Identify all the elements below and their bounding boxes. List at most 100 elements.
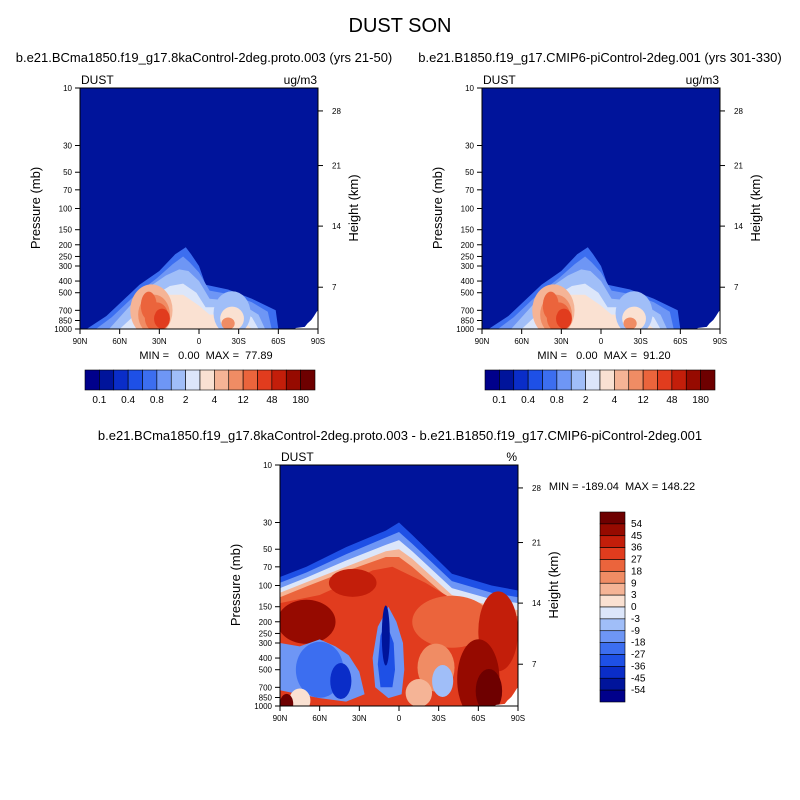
colorbar-cell: [599, 523, 626, 537]
y2-tick-label: 14: [734, 222, 743, 231]
colorbar-label: 45: [631, 531, 643, 542]
x-tick-label: 90N: [475, 337, 490, 346]
colorbar-cell: [599, 594, 626, 608]
x-tick-label: 30S: [432, 714, 446, 723]
panel-control-8ka: b.e21.BCma1850.f19_g17.8kaControl-2deg.p…: [16, 50, 393, 406]
y-tick-label: 10: [263, 461, 272, 470]
nh-positive-core: [280, 599, 336, 644]
colorbar-label: 9: [631, 578, 637, 589]
sh-lower-core: [475, 668, 503, 706]
y-tick-label: 50: [465, 168, 474, 177]
y2-tick-label: 28: [332, 107, 341, 116]
colorbar-cell: [700, 369, 716, 391]
colorbar-label: -18: [631, 638, 646, 649]
x-tick-label: 90N: [273, 714, 288, 723]
y2-tick-label: 21: [532, 539, 541, 548]
near-zero: [289, 688, 311, 706]
colorbar-label: -36: [631, 661, 646, 672]
colorbar-label: 3: [631, 590, 637, 601]
x-tick-label: 30N: [152, 337, 167, 346]
x-tick-label: 0: [197, 337, 202, 346]
colorbar-label: 0.8: [550, 395, 564, 406]
panel-c-ylabel: Pressure (mb): [228, 544, 243, 626]
y-tick-label: 1000: [456, 325, 474, 334]
colorbar-cell: [599, 571, 626, 584]
y-tick-label: 200: [461, 241, 475, 250]
panel-c-units-label: %: [506, 450, 517, 464]
sh-near-surface: [405, 679, 433, 706]
panel-b-variable-label: DUST: [483, 73, 516, 87]
panel-picontrol: b.e21.B1850.f19_g17.CMIP6-piControl-2deg…: [418, 50, 782, 406]
panel-b-units-label: ug/m3: [686, 73, 720, 87]
panel-difference: b.e21.BCma1850.f19_g17.8kaControl-2deg.p…: [98, 428, 702, 723]
y-tick-label: 850: [461, 316, 475, 325]
colorbar-cell: [599, 369, 615, 391]
x-tick-label: 60N: [312, 714, 327, 723]
y2-tick-label: 28: [532, 484, 541, 493]
x-tick-label: 30S: [232, 337, 246, 346]
colorbar-cell: [127, 369, 143, 391]
panel-a-units-label: ug/m3: [284, 73, 318, 87]
colorbar-label: 180: [692, 395, 709, 406]
colorbar-cell: [214, 369, 230, 391]
colorbar-cell: [228, 369, 244, 391]
colorbar-cell: [657, 369, 673, 391]
x-tick-label: 90N: [73, 337, 88, 346]
y2-tick-label: 14: [332, 222, 341, 231]
colorbar-label: 48: [666, 395, 678, 406]
y-tick-label: 250: [59, 252, 73, 261]
y-tick-label: 100: [259, 582, 273, 591]
colorbar-cell: [99, 369, 115, 391]
panel-a-variable-label: DUST: [81, 73, 114, 87]
panel-c-variable-label: DUST: [281, 450, 314, 464]
y-tick-label: 10: [63, 84, 72, 93]
y-tick-label: 30: [465, 141, 474, 150]
sh-positive: [412, 595, 492, 648]
sh-negative: [432, 664, 454, 697]
y2-tick-label: 7: [734, 283, 739, 292]
colorbar-cell: [599, 511, 626, 525]
nh-surface-positive: [280, 693, 294, 706]
colorbar-label: 0.1: [92, 395, 106, 406]
colorbar-label: -45: [631, 673, 646, 684]
colorbar-cell: [642, 369, 658, 391]
colorbar-cell: [499, 369, 515, 391]
panel-c-title: b.e21.BCma1850.f19_g17.8kaControl-2deg.p…: [98, 428, 702, 443]
dust-lobe: [542, 291, 559, 320]
upper-positive: [328, 568, 377, 597]
colorbar-cell: [570, 369, 586, 391]
colorbar-cell: [599, 630, 626, 643]
colorbar-label: 0.1: [492, 395, 506, 406]
y-tick-label: 150: [259, 603, 273, 612]
colorbar-cell: [671, 369, 687, 391]
panel-b-colorbar: 0.1 0.4 0.8 2 4 12 48 180: [484, 369, 716, 406]
panel-b-ylabel: Pressure (mb): [430, 167, 445, 249]
topography-mask: [697, 310, 720, 329]
colorbar-cell: [614, 369, 630, 391]
colorbar-cell: [113, 369, 129, 391]
x-tick-label: 60S: [673, 337, 687, 346]
y-tick-label: 850: [59, 316, 73, 325]
y-tick-label: 50: [263, 545, 272, 554]
y-tick-label: 100: [59, 205, 73, 214]
colorbar-cell: [300, 369, 316, 391]
colorbar-cell: [628, 369, 644, 391]
x-tick-label: 90S: [311, 337, 325, 346]
x-tick-label: 30S: [634, 337, 648, 346]
y-tick-label: 30: [263, 518, 272, 527]
colorbar-label: 12: [238, 395, 250, 406]
y2-tick-label: 14: [532, 599, 541, 608]
x-tick-label: 90S: [511, 714, 525, 723]
colorbar-cell: [527, 369, 543, 391]
y-tick-label: 10: [465, 84, 474, 93]
x-tick-label: 60N: [514, 337, 529, 346]
colorbar-label: 180: [292, 395, 309, 406]
colorbar-label: 4: [212, 395, 218, 406]
colorbar-cell: [599, 559, 626, 572]
y-tick-label: 500: [461, 289, 475, 298]
panel-c-axes: 1030507010015020025030040050070085010002…: [254, 461, 541, 723]
colorbar-cell: [585, 369, 601, 391]
colorbar-label: -9: [631, 626, 640, 637]
y-tick-label: 850: [259, 693, 273, 702]
y-tick-label: 250: [461, 252, 475, 261]
